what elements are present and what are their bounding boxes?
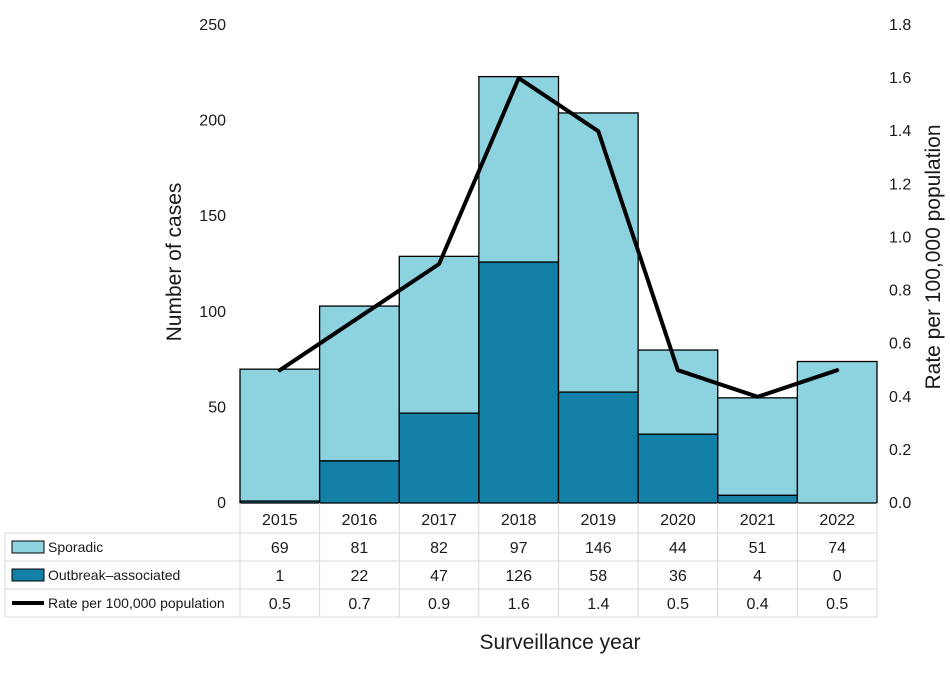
bar-outbreak-2016: [318, 460, 400, 504]
x-tick-label: 2015: [262, 512, 298, 529]
x-tick-label: 2019: [581, 512, 617, 529]
rate-line: [277, 76, 840, 399]
data-table: 2015 2016 2017 2018 2019 2020 2021 2022 Sporadic…: [4, 503, 878, 618]
legend-label: Sporadic: [48, 539, 103, 555]
y-tick-label: 0: [217, 495, 226, 512]
rate-series-line: [277, 76, 840, 399]
data-label: 58: [589, 568, 607, 585]
legend-label: Rate per 100,000 population: [48, 595, 225, 611]
y-axis-right: 0.0 0.2 0.4 0.6 0.8 1.0 1.2 1.4 1.6 1.8: [889, 17, 911, 512]
bar-sporadic-2021: [717, 397, 799, 497]
data-label: 1: [275, 568, 284, 585]
x-axis-title: Surveillance year: [479, 631, 640, 654]
data-label: 146: [585, 540, 612, 557]
bar-outbreak-2017: [398, 412, 480, 504]
data-label: 36: [669, 568, 687, 585]
data-label: 47: [430, 568, 448, 585]
x-tick-label: 2016: [342, 512, 378, 529]
y-axis-title: Number of cases: [163, 183, 186, 342]
data-label: 0: [833, 568, 842, 585]
legend-swatch-outbreak: [11, 568, 45, 582]
bar-outbreak-2019: [557, 391, 639, 504]
bar-sporadic-2016: [318, 305, 400, 462]
data-label: 22: [351, 568, 369, 585]
data-label: 4: [753, 568, 762, 585]
bar-sporadic-2022: [796, 360, 878, 504]
bar-outbreak-2020: [637, 433, 719, 504]
data-label: 0.5: [667, 596, 689, 613]
x-tick-label: 2022: [819, 512, 855, 529]
x-tick-label: 2020: [660, 512, 696, 529]
y-tick-label: 250: [199, 17, 226, 34]
bar-outbreak-2015: [239, 500, 321, 504]
bar-sporadic-2018: [478, 75, 560, 263]
y-tick-label: 50: [208, 399, 226, 416]
y-tick-label: 100: [199, 304, 226, 321]
y2-tick-label: 1.8: [889, 17, 911, 34]
y2-tick-label: 1.4: [889, 123, 911, 140]
data-label: 69: [271, 540, 289, 557]
y-tick-label: 150: [199, 208, 226, 225]
data-label: 0.5: [826, 596, 848, 613]
bar-sporadic-2020: [637, 349, 719, 435]
y2-tick-label: 0.2: [889, 442, 911, 459]
y-axis-left: 0 50 100 150 200 250: [199, 17, 226, 512]
data-label: 81: [351, 540, 369, 557]
x-tick-label: 2018: [501, 512, 537, 529]
x-tick-label: 2021: [740, 512, 776, 529]
data-label: 0.4: [746, 596, 768, 613]
y2-axis-title: Rate per 100,000 population: [922, 124, 945, 389]
bar-outbreak-2021: [717, 494, 799, 504]
legend-swatch-sporadic: [11, 540, 45, 554]
data-label: 0.7: [348, 596, 370, 613]
bar-sporadic-2019: [557, 112, 639, 393]
y-tick-label: 200: [199, 113, 226, 130]
data-label: 0.5: [269, 596, 291, 613]
data-label: 97: [510, 540, 528, 557]
y2-tick-label: 0.4: [889, 389, 911, 406]
data-label: 82: [430, 540, 448, 557]
y2-tick-label: 1.6: [889, 70, 911, 87]
data-label: 126: [505, 568, 532, 585]
bar-sporadic-2015: [239, 368, 321, 502]
x-tick-label: 2017: [421, 512, 457, 529]
data-label: 74: [828, 540, 846, 557]
legend-label: Outbreak–associated: [48, 567, 180, 583]
data-label: 44: [669, 540, 687, 557]
y2-tick-label: 0.0: [889, 495, 911, 512]
y2-tick-label: 1.2: [889, 176, 911, 193]
bar-sporadic-2017: [398, 255, 480, 414]
y2-tick-label: 1.0: [889, 229, 911, 246]
bar-outbreak-2018: [478, 261, 560, 504]
data-label: 1.6: [508, 596, 530, 613]
data-label: 51: [749, 540, 767, 557]
data-label: 1.4: [587, 596, 609, 613]
data-label: 0.9: [428, 596, 450, 613]
bars: [239, 75, 878, 504]
y2-tick-label: 0.6: [889, 336, 911, 353]
y2-tick-label: 0.8: [889, 283, 911, 300]
